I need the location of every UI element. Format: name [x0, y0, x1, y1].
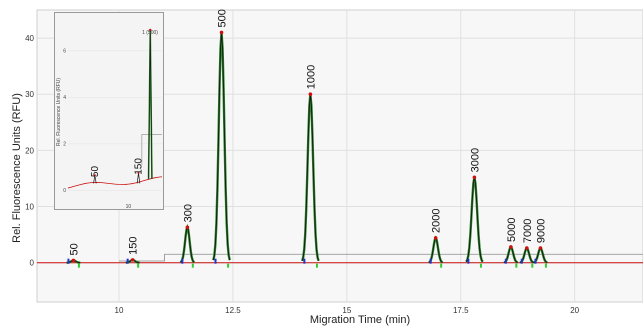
peak-end-marker [137, 263, 140, 268]
peak-end-marker [191, 263, 194, 268]
inset-y-tick-label: 6 [63, 48, 66, 54]
inset-peak-label: 50 [90, 166, 101, 178]
peak-end-marker [544, 263, 547, 268]
peak-label: 500 [217, 9, 229, 27]
y-tick-label: 10 [25, 203, 34, 212]
y-tick-label: 0 [30, 259, 35, 268]
reference-line [119, 253, 643, 262]
peak-label: 5000 [506, 217, 518, 241]
inset-baseline [67, 176, 163, 189]
peak-start-marker [429, 258, 432, 264]
x-tick-label: 10 [115, 306, 124, 315]
y-axis-title: Rel. Fluorescence Units (RFU) [11, 93, 23, 243]
peak-end-marker [479, 263, 482, 268]
peak-label: 300 [182, 204, 194, 222]
inset-peak-annotation: 1 (500) [142, 30, 158, 36]
peak-apex-marker [472, 175, 477, 180]
x-tick-label: 20 [570, 306, 579, 315]
peak-label: 50 [68, 243, 80, 255]
peak-start-marker [467, 258, 470, 264]
peak-apex-marker [219, 30, 224, 35]
peak-apex-marker [509, 245, 513, 249]
peak-apex-marker [308, 92, 313, 97]
y-tick-label: 40 [25, 34, 34, 43]
peak-start-marker [67, 258, 70, 264]
peak-label: 9000 [535, 219, 547, 243]
peak-apex-marker [71, 258, 76, 263]
peak-label: 150 [128, 237, 140, 255]
inset-x-tick-label: 10 [126, 204, 132, 210]
peak-start-marker [181, 258, 184, 264]
peak-end-marker [531, 263, 534, 268]
peak-label: 2000 [431, 209, 443, 233]
inset-small-peak-marker [93, 174, 96, 177]
inset-peak-label: 150 [134, 158, 145, 175]
peak-apex-marker [130, 258, 135, 262]
peak-apex-marker [185, 225, 190, 230]
peaks [66, 30, 548, 268]
peak-labels: 50 150 300 500 1000 2000 3000 5000 7000 9000 [68, 9, 547, 255]
inset-y-axis-title: Rel. Fluorescence Units (RFU) [56, 78, 62, 146]
y-tick-label: 20 [25, 146, 34, 155]
inset-reference-line [141, 134, 162, 165]
peak-end-marker [315, 263, 318, 268]
x-axis-title: Migration Time (min) [310, 314, 410, 326]
peak-end-marker [227, 263, 230, 268]
peak-apex-marker [433, 236, 438, 240]
inset-y-tick-label: 2 [63, 141, 66, 147]
inset-y-tick-label: 0 [63, 188, 66, 194]
inset-grid [68, 50, 162, 191]
peak-apex-marker [525, 246, 529, 250]
x-tick-label: 12.5 [225, 306, 241, 315]
peak-start-marker [534, 258, 537, 264]
inset-small-peak-marker [137, 171, 140, 174]
peak-end-marker [515, 263, 518, 268]
peak-start-marker [520, 258, 523, 264]
x-tick-label: 17.5 [453, 306, 469, 315]
peak-label: 1000 [305, 65, 317, 89]
inset-peak-labels: 50 150 [90, 158, 145, 177]
y-tick-label: 30 [25, 90, 34, 99]
peak-label: 3000 [469, 148, 481, 172]
peak-start-marker [214, 258, 217, 264]
inset-y-tick-label: 4 [63, 95, 66, 101]
peak-end-marker [440, 263, 443, 268]
inset-main-peak-marker [149, 28, 152, 32]
peak-start-marker [303, 258, 306, 264]
peak-label: 7000 [522, 219, 534, 243]
inset-chart: Rel. Fluorescence Units (RFU) 0 2 4 6 10 50 1… [54, 12, 164, 210]
inset-trace [67, 28, 163, 189]
inset-tick-labels: 0 2 4 6 10 [63, 48, 131, 210]
peak-end-marker [77, 263, 80, 268]
inset-frame [54, 12, 164, 210]
peak-start-marker [126, 258, 129, 264]
peak-start-marker [504, 258, 507, 264]
x-tick-label: 15 [342, 306, 351, 315]
peak-apex-marker [538, 246, 543, 250]
